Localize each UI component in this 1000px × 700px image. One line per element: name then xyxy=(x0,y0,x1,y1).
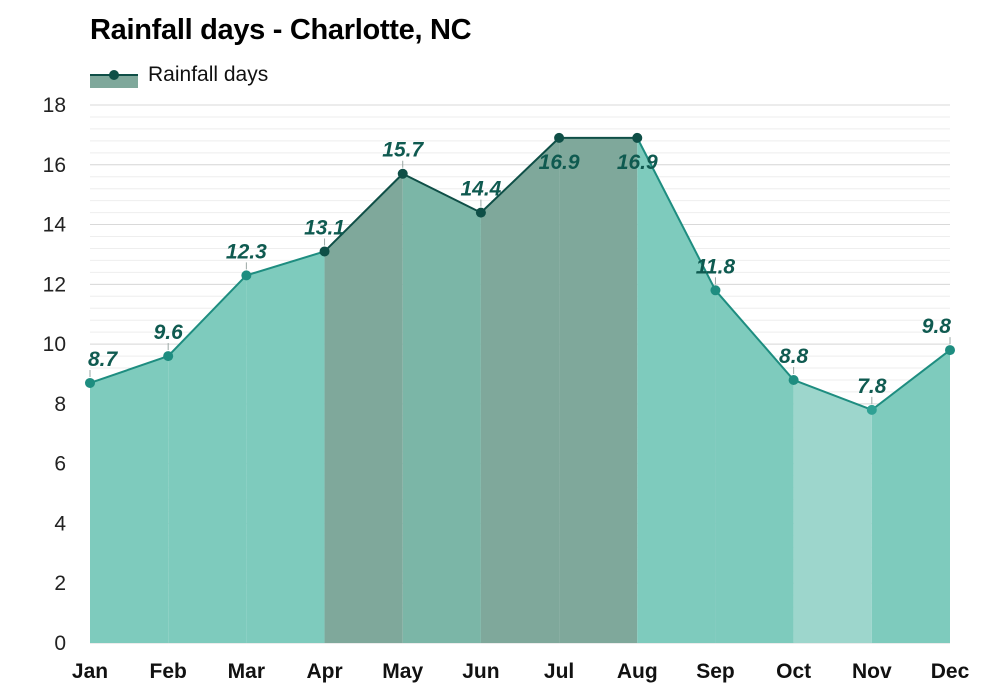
data-label-jan: 8.7 xyxy=(88,348,119,371)
y-tick-label-8: 8 xyxy=(54,393,66,416)
line-segment-aug xyxy=(636,137,717,291)
y-tick-label-10: 10 xyxy=(43,333,66,356)
y-tick-label-0: 0 xyxy=(54,632,66,655)
data-label-mar: 12.3 xyxy=(226,240,267,263)
data-point-nov xyxy=(866,404,877,415)
line-segment-jan xyxy=(89,355,169,384)
line-segment-nov xyxy=(871,349,951,411)
x-tick-label-jul: Jul xyxy=(544,660,574,683)
line-segment-sep xyxy=(714,289,795,381)
area-segment-sep xyxy=(715,290,794,643)
x-tick-label-nov: Nov xyxy=(852,660,892,683)
data-point-jul xyxy=(554,132,565,143)
line-segment-jun xyxy=(480,137,560,214)
line-segment-may xyxy=(402,172,482,214)
data-label-jun: 14.4 xyxy=(460,178,501,201)
chart-title: Rainfall days - Charlotte, NC xyxy=(90,14,472,46)
area-segments xyxy=(90,137,950,643)
data-point-apr xyxy=(319,246,330,257)
data-labels: 8.7 9.6 12.3 13.1 15.7 14.4 16.9 16.9 11.8 8.8 7.8… xyxy=(88,139,951,404)
line-segment-feb xyxy=(167,274,248,357)
x-tick-label-dec: Dec xyxy=(931,660,970,683)
data-point-may xyxy=(397,168,408,179)
data-point-jun xyxy=(475,207,486,218)
legend-label: Rainfall days xyxy=(148,63,269,86)
y-tick-label-14: 14 xyxy=(43,214,67,237)
x-tick-label-apr: Apr xyxy=(306,660,342,683)
data-label-oct: 8.8 xyxy=(779,345,809,368)
area-segment-oct xyxy=(793,379,872,643)
data-point-feb xyxy=(163,351,174,362)
data-point-aug xyxy=(632,132,643,143)
data-label-apr: 13.1 xyxy=(304,216,345,239)
data-label-sep: 11.8 xyxy=(696,255,736,278)
y-tick-label-18: 18 xyxy=(43,94,66,117)
y-axis-tick-labels: 0 2 4 6 8 10 12 14 16 18 xyxy=(43,94,67,655)
area-segment-jun xyxy=(480,137,560,643)
area-segment-feb xyxy=(168,275,247,643)
x-axis-tick-labels: Jan Feb Mar Apr May Jun Jul Aug Sep Oct Nov Dec xyxy=(72,660,970,683)
line-segment-oct xyxy=(793,379,873,411)
x-tick-label-sep: Sep xyxy=(696,660,735,683)
area-segment-jan xyxy=(90,356,169,643)
area-segment-jul xyxy=(559,137,638,643)
legend[interactable]: Rainfall days xyxy=(90,60,268,90)
data-point-mar xyxy=(241,270,252,281)
area-segment-aug xyxy=(637,137,716,643)
y-tick-label-12: 12 xyxy=(43,273,66,296)
data-point-jan xyxy=(85,377,95,388)
line-segment-apr xyxy=(323,173,404,253)
data-point-dec xyxy=(945,345,955,356)
data-label-dec: 9.8 xyxy=(922,315,952,338)
line-segments xyxy=(89,136,951,411)
data-points xyxy=(85,132,955,415)
y-tick-label-6: 6 xyxy=(54,453,66,476)
data-label-aug: 16.9 xyxy=(617,151,658,174)
x-tick-label-feb: Feb xyxy=(150,660,187,683)
legend-swatch-icon xyxy=(90,62,138,88)
data-label-jul: 16.9 xyxy=(539,151,580,174)
x-tick-label-may: May xyxy=(382,660,423,683)
data-point-sep xyxy=(710,285,721,296)
x-tick-label-jan: Jan xyxy=(72,660,108,683)
line-segment-mar xyxy=(246,250,325,277)
y-tick-label-16: 16 xyxy=(43,154,66,177)
area-segment-may xyxy=(402,173,481,643)
x-tick-label-oct: Oct xyxy=(776,660,811,683)
y-tick-label-2: 2 xyxy=(54,572,66,595)
x-tick-label-mar: Mar xyxy=(228,660,265,683)
area-segment-nov xyxy=(871,350,950,643)
data-point-oct xyxy=(788,374,799,385)
data-label-nov: 7.8 xyxy=(857,375,887,398)
y-tick-label-4: 4 xyxy=(54,512,66,535)
x-tick-label-aug: Aug xyxy=(617,660,658,683)
x-tick-label-jun: Jun xyxy=(462,660,499,683)
data-label-feb: 9.6 xyxy=(154,321,184,344)
area-segment-mar xyxy=(246,251,325,643)
data-label-may: 15.7 xyxy=(382,139,424,162)
area-segment-apr xyxy=(324,173,403,643)
